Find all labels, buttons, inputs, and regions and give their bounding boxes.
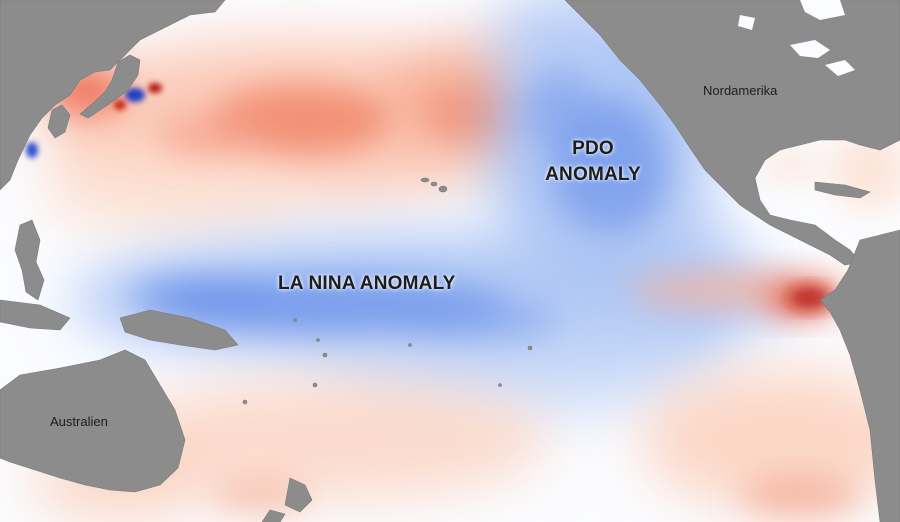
anomaly-field	[26, 0, 900, 520]
north-america-label: Nordamerika	[703, 83, 778, 98]
south-america-landmass	[819, 229, 900, 522]
pdo-anomaly-label: PDO ANOMALY	[530, 136, 656, 188]
indonesia-islands	[0, 299, 71, 331]
japan-landmass	[79, 54, 141, 119]
pdo-anomaly-label-line2: ANOMALY	[545, 164, 641, 185]
korea-landmass	[47, 104, 71, 139]
pdo-anomaly-label-line1: PDO	[572, 138, 614, 159]
australia-landmass	[0, 349, 186, 493]
pacific-islands	[242, 318, 533, 405]
philippines-landmass	[14, 219, 45, 301]
asia-landmass	[0, 0, 226, 191]
new-zealand-landmass	[284, 477, 313, 513]
new-guinea-landmass	[119, 309, 239, 351]
australia-label: Australien	[50, 414, 108, 429]
hawaii-islands	[420, 177, 448, 193]
great-lakes	[738, 0, 855, 76]
cuba-landmass	[814, 181, 871, 199]
la-nina-anomaly-label: LA NINA ANOMALY	[278, 273, 456, 294]
